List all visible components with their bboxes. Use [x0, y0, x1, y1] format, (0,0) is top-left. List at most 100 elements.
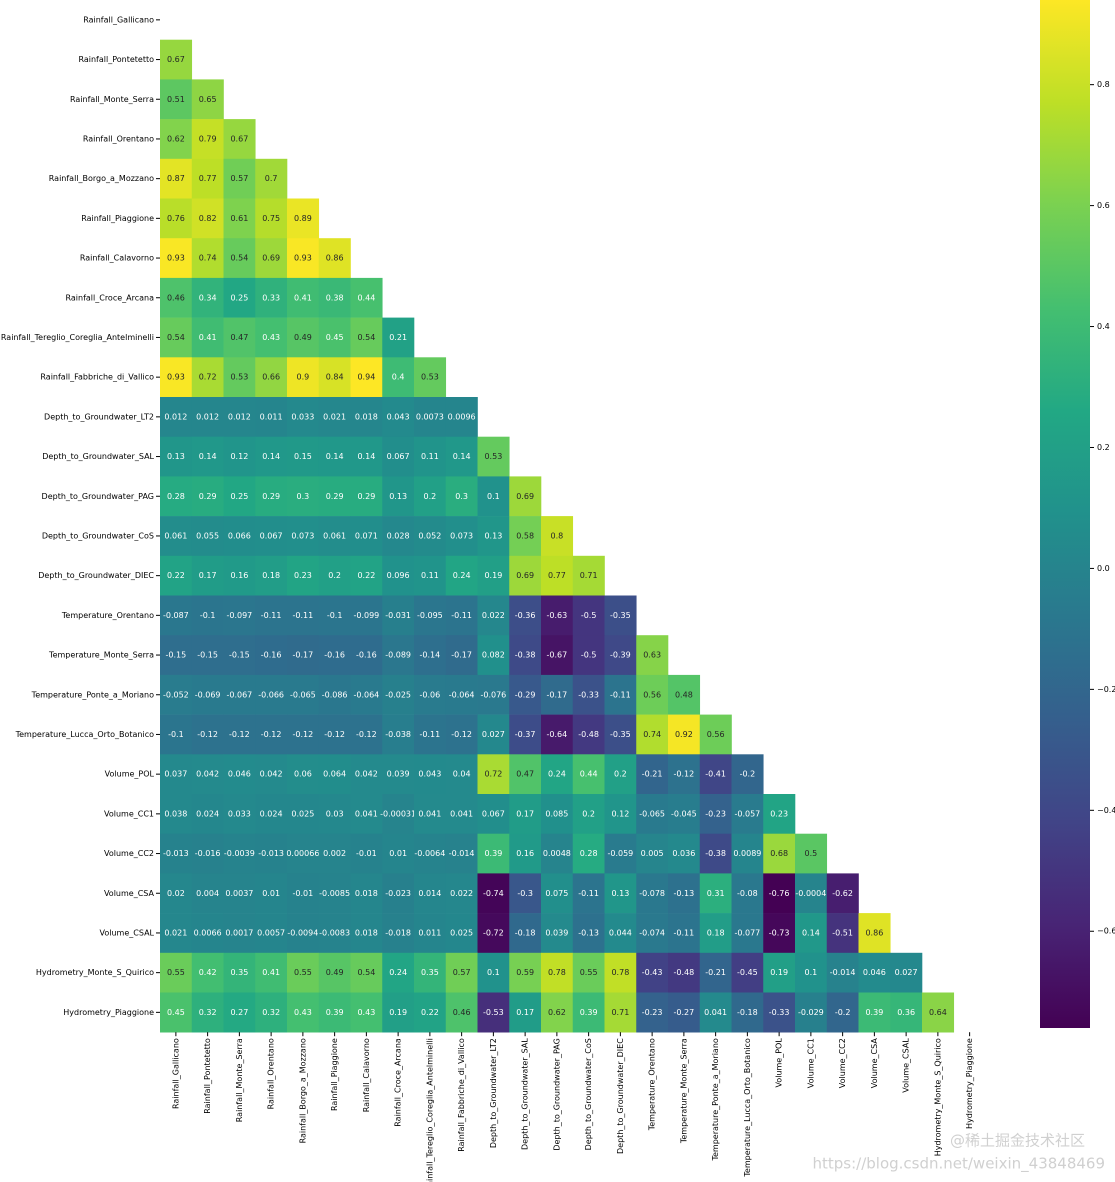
heatmap-cell: [604, 873, 637, 914]
cell-label: 0.19: [770, 968, 788, 977]
cell-label: 0.54: [357, 968, 375, 977]
heatmap-cell: [668, 754, 701, 795]
heatmap-cell: [858, 992, 891, 1033]
cell-label: 0.89: [294, 214, 312, 223]
cell-label: -0.76: [769, 889, 790, 898]
heatmap-cell: [255, 714, 288, 755]
cell-label: -0.18: [515, 928, 536, 937]
cell-label: -0.23: [705, 809, 726, 818]
heatmap-cell: [191, 516, 224, 557]
cell-label: -0.39: [610, 651, 631, 660]
heatmap-cell: [604, 913, 637, 954]
heatmap-cell: [255, 794, 288, 834]
cell-label: 0.018: [355, 928, 378, 937]
y-tick-label: Temperature_Monte_Serra: [48, 651, 154, 660]
heatmap-cell: [541, 555, 574, 596]
cell-label: -0.36: [515, 611, 536, 620]
cell-label: -0.078: [639, 889, 665, 898]
cell-label: 0.28: [580, 849, 598, 858]
heatmap-cell: [414, 873, 447, 914]
x-tick-label: Temperature_Ponte_a_Moriano: [711, 1038, 720, 1161]
heatmap-cell: [160, 317, 193, 358]
heatmap-cell: [572, 833, 605, 874]
heatmap-cell: [541, 873, 574, 914]
cell-label: 0.56: [643, 690, 661, 699]
heatmap-cell: [160, 198, 193, 239]
heatmap-cell: [604, 992, 637, 1033]
x-tick-label: Depth_to_Groundwater_PAG: [552, 1038, 561, 1150]
heatmap-cell: [858, 913, 891, 954]
heatmap-cell: [414, 833, 447, 874]
heatmap-cell: [604, 595, 637, 636]
cell-label: -0.67: [547, 651, 568, 660]
x-tick-label: Rainfall_Croce_Arcana: [394, 1038, 403, 1127]
cell-label: 0.54: [357, 333, 375, 342]
heatmap-cell: [160, 39, 193, 80]
cell-label: -0.35: [610, 730, 631, 739]
cell-label: 0.84: [326, 373, 344, 382]
heatmap-cell: [287, 754, 320, 795]
heatmap-cell: [255, 317, 288, 358]
cell-label: 0.025: [291, 809, 314, 818]
heatmap-cell: [287, 198, 320, 239]
heatmap-cell: [350, 833, 383, 874]
heatmap-cell: [287, 873, 320, 914]
cell-label: -0.11: [420, 730, 441, 739]
cell-label: 0.067: [387, 452, 410, 461]
heatmap-cell: [255, 476, 288, 517]
cell-label: -0.53: [483, 1008, 504, 1017]
heatmap-cell: [318, 238, 351, 279]
cell-label: 0.1: [487, 968, 500, 977]
cell-label: -0.038: [385, 730, 411, 739]
heatmap-cell: [287, 476, 320, 517]
heatmap-cell: [287, 674, 320, 715]
heatmap-cell: [477, 555, 510, 596]
cell-label: -0.48: [578, 730, 599, 739]
cell-label: 0.35: [421, 968, 439, 977]
heatmap-cell: [572, 635, 605, 676]
heatmap-cell: [414, 754, 447, 795]
heatmap-cell: [223, 794, 256, 834]
cell-label: -0.045: [671, 809, 697, 818]
cell-label: 0.39: [865, 1008, 883, 1017]
heatmap-cell: [223, 476, 256, 517]
heatmap-cell: [382, 357, 415, 398]
cell-label: -0.21: [705, 968, 726, 977]
cell-label: 0.31: [707, 889, 725, 898]
heatmap-cell: [699, 952, 732, 993]
cell-label: 0.39: [580, 1008, 598, 1017]
heatmap-cell: [541, 674, 574, 715]
cell-label: 0.66: [262, 373, 280, 382]
cell-label: 0.63: [643, 651, 661, 660]
cell-label: 0.72: [199, 373, 217, 382]
cell-label: 0.06: [294, 770, 312, 779]
heatmap-cell: [191, 595, 224, 636]
heatmap-cell: [255, 674, 288, 715]
x-tick-label: Rainfall_Orentano: [267, 1038, 276, 1109]
cell-label: 0.02: [167, 889, 185, 898]
heatmap-cell: [541, 992, 574, 1033]
cell-label: 0.067: [482, 809, 505, 818]
heatmap-cell: [318, 992, 351, 1033]
cell-label: 0.011: [260, 412, 283, 421]
heatmap-cell: [731, 794, 764, 834]
cell-label: 0.39: [326, 1008, 344, 1017]
heatmap-cell: [731, 754, 764, 795]
heatmap-cell: [795, 992, 828, 1033]
cell-label: 0.78: [611, 968, 629, 977]
heatmap-cell: [350, 794, 383, 834]
cell-label: 0.014: [418, 889, 441, 898]
cell-label: -0.066: [258, 690, 284, 699]
cell-label: 0.12: [230, 452, 248, 461]
cell-label: 0.022: [450, 889, 473, 898]
heatmap-cell: [509, 754, 542, 795]
heatmap-cell: [318, 674, 351, 715]
cell-label: -0.73: [769, 928, 790, 937]
heatmap-cell: [350, 516, 383, 557]
cell-label: 0.64: [929, 1008, 947, 1017]
y-tick-label: Volume_CC1: [104, 809, 154, 818]
cell-label: 0.29: [326, 492, 344, 501]
heatmap-cell: [350, 595, 383, 636]
cell-label: 0.5: [805, 849, 818, 858]
cell-label: 0.67: [167, 55, 185, 64]
